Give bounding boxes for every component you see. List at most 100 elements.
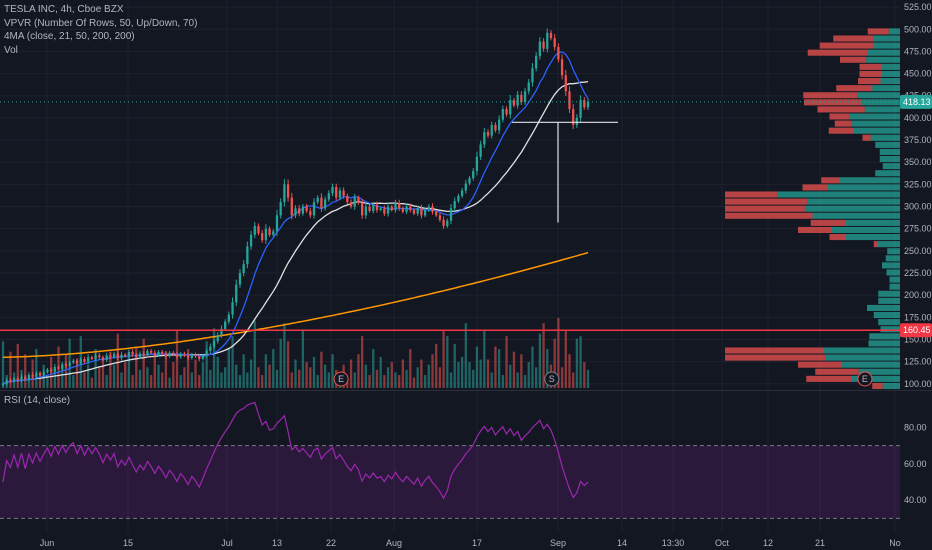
- volume-bar: [138, 369, 142, 388]
- ma50-line: [2, 80, 589, 385]
- vpvr-row-up: [875, 141, 900, 148]
- vpvr-row-down: [725, 347, 825, 354]
- candle-body: [579, 100, 582, 118]
- time-tick-label: 22: [326, 538, 336, 548]
- last-price-tag-label: 418.13: [903, 97, 931, 107]
- vpvr-row-up: [841, 361, 900, 368]
- candle-body: [460, 190, 464, 196]
- candle-body: [209, 346, 212, 351]
- candle-body: [575, 117, 579, 125]
- volume-bar: [583, 362, 586, 388]
- candle-body: [497, 119, 501, 131]
- vpvr-row-up: [878, 290, 900, 297]
- rsi-axis[interactable]: 80.00 60.00 40.00: [904, 422, 927, 505]
- vpvr-legend[interactable]: VPVR (Number Of Rows, 50, Up/Down, 70): [4, 17, 198, 29]
- volume-bar: [75, 359, 79, 388]
- volume-bar: [205, 341, 208, 388]
- candle-body: [283, 184, 286, 203]
- event-marker-label: S: [549, 374, 555, 384]
- vpvr-row-up: [851, 120, 900, 127]
- vpvr-row-up: [878, 297, 900, 304]
- volume-bar: [546, 349, 549, 388]
- vpvr-row-up: [869, 333, 900, 340]
- candle-body: [401, 208, 405, 212]
- volume-bar: [109, 351, 112, 388]
- volume-bar: [435, 343, 438, 388]
- candle-body: [49, 369, 53, 372]
- candle-body: [449, 208, 453, 221]
- vpvr-row-up: [840, 177, 900, 184]
- price-tick-label: 250.00: [904, 246, 932, 256]
- volume-bar: [46, 375, 49, 388]
- rsi-legend[interactable]: RSI (14, close): [4, 395, 71, 406]
- candle-body: [253, 226, 256, 235]
- volume-bar: [431, 354, 434, 388]
- candle-body: [164, 353, 168, 357]
- vol-legend[interactable]: Vol: [4, 44, 18, 56]
- vpvr-row-down: [725, 354, 826, 361]
- price-tick-label: 475.00: [904, 46, 932, 56]
- candle-body: [242, 264, 245, 273]
- volume-bar: [349, 359, 353, 388]
- volume-bar: [305, 362, 308, 388]
- time-axis[interactable]: Jun 15 Jul 13 22 Aug 17 Sep 14 13:30 Oct 12 21 No: [40, 538, 901, 548]
- volume-bar: [475, 346, 479, 388]
- candle-body: [405, 206, 408, 212]
- vpvr-row-down: [829, 234, 846, 241]
- volume-bars: [1, 318, 590, 388]
- candle-body: [386, 206, 390, 214]
- candle-body: [446, 220, 449, 227]
- time-tick-label: 14: [617, 538, 627, 548]
- candle-body: [290, 197, 293, 216]
- candle-body: [94, 355, 97, 359]
- volume-bar: [531, 346, 534, 388]
- price-axis[interactable]: 525.00500.00475.00450.00425.00400.00375.…: [904, 2, 932, 389]
- candle-body: [527, 82, 530, 92]
- candle-body: [194, 354, 197, 357]
- volume-bar: [383, 375, 386, 388]
- vpvr-row-up: [867, 304, 900, 311]
- candle-body: [249, 234, 253, 247]
- volume-bar: [294, 359, 297, 388]
- candle-body: [9, 380, 12, 382]
- volume-bar: [372, 349, 375, 388]
- volume-bar: [453, 343, 456, 388]
- price-tick-label: 100.00: [904, 379, 932, 389]
- vpvr-row-up: [861, 99, 900, 106]
- event-marker-icon: [544, 371, 560, 387]
- chart-legend: TESLA INC, 4h, Cboe BZX VPVR (Number Of …: [4, 3, 197, 57]
- vpvr-row-down: [798, 226, 831, 233]
- candle-body: [312, 202, 316, 216]
- vpvr-row-up: [889, 276, 900, 283]
- candle-body: [438, 215, 442, 220]
- rsi-tick-label: 80.00: [904, 422, 927, 432]
- candle-body: [35, 373, 38, 377]
- time-tick-label: 17: [472, 538, 482, 548]
- vpvr-row-down: [815, 368, 859, 375]
- price-tick-label: 375.00: [904, 135, 932, 145]
- candle-body: [98, 355, 101, 358]
- candle-body: [135, 354, 138, 358]
- volume-bar: [572, 372, 575, 388]
- volume-bar: [401, 359, 405, 388]
- candle-body: [420, 208, 423, 216]
- time-tick-label: 13: [272, 538, 282, 548]
- candle-body: [153, 352, 156, 356]
- candle-body: [279, 202, 282, 216]
- candle-body: [416, 208, 419, 214]
- vpvr-row-down: [810, 219, 846, 226]
- candle-body: [68, 362, 71, 367]
- candle-body: [431, 206, 434, 212]
- vpvr-row-up: [885, 255, 900, 262]
- vpvr-row-up: [882, 63, 900, 70]
- candle-body: [112, 353, 116, 358]
- candle-body: [53, 366, 56, 372]
- candle-body: [472, 171, 475, 179]
- candle-body: [268, 228, 271, 235]
- symbol-legend[interactable]: TESLA INC, 4h, Cboe BZX: [4, 4, 124, 15]
- time-tick-label: 15: [123, 538, 133, 548]
- drawings: [0, 101, 900, 223]
- volume-bar: [516, 372, 519, 388]
- ma-legend[interactable]: 4MA (close, 21, 50, 200, 200): [4, 31, 135, 42]
